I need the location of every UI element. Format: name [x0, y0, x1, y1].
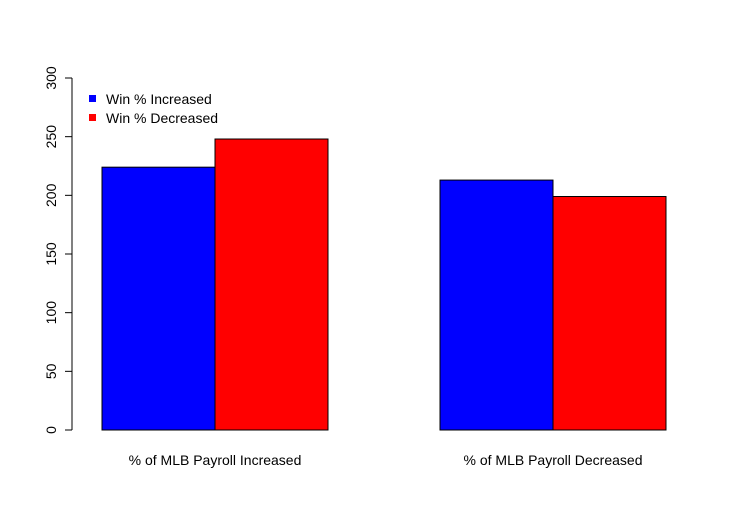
- bar-0-1: [214, 138, 329, 431]
- y-tick-label-3: 150: [43, 242, 59, 266]
- bar-1-1: [552, 196, 667, 431]
- y-tick-label-0: 0: [43, 426, 59, 434]
- category-label-0: % of MLB Payroll Increased: [129, 452, 302, 468]
- legend-swatch-0: [89, 95, 96, 102]
- category-labels: % of MLB Payroll Increased % of MLB Payro…: [129, 452, 643, 468]
- legend-label-1: Win % Decreased: [106, 110, 218, 126]
- y-tick-label-4: 200: [43, 183, 59, 207]
- bar-0-0: [101, 166, 216, 431]
- y-axis: 0 50 100 150 200 250 300: [43, 66, 73, 434]
- y-tick-label-2: 100: [43, 301, 59, 325]
- bars: [101, 138, 667, 431]
- y-tick-label-5: 250: [43, 125, 59, 149]
- y-tick-label-6: 300: [43, 66, 59, 90]
- category-label-1: % of MLB Payroll Decreased: [464, 452, 643, 468]
- legend-label-0: Win % Increased: [106, 91, 212, 107]
- bar-1-0: [439, 179, 554, 431]
- legend: Win % Increased Win % Decreased: [89, 91, 218, 126]
- legend-swatch-1: [89, 114, 96, 121]
- y-tick-label-1: 50: [43, 363, 59, 379]
